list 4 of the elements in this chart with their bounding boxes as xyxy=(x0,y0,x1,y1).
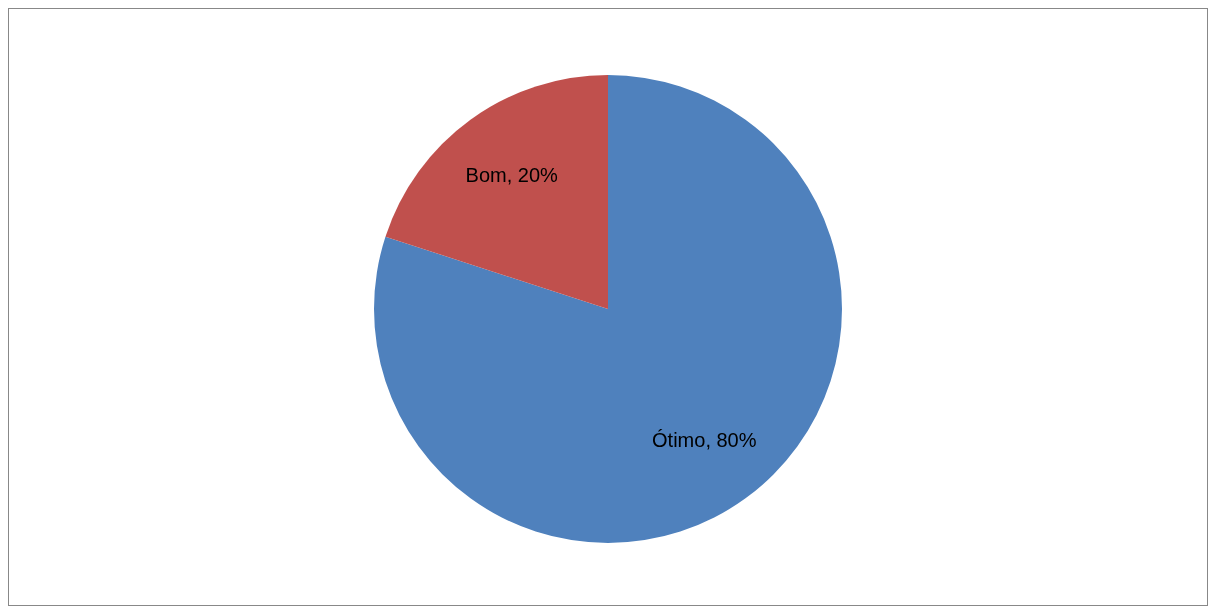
slice-label: Bom xyxy=(465,164,507,186)
data-label: , 20% xyxy=(506,164,559,186)
data-label: , 80% xyxy=(705,429,757,452)
slice-label: Ótimo xyxy=(652,429,706,452)
